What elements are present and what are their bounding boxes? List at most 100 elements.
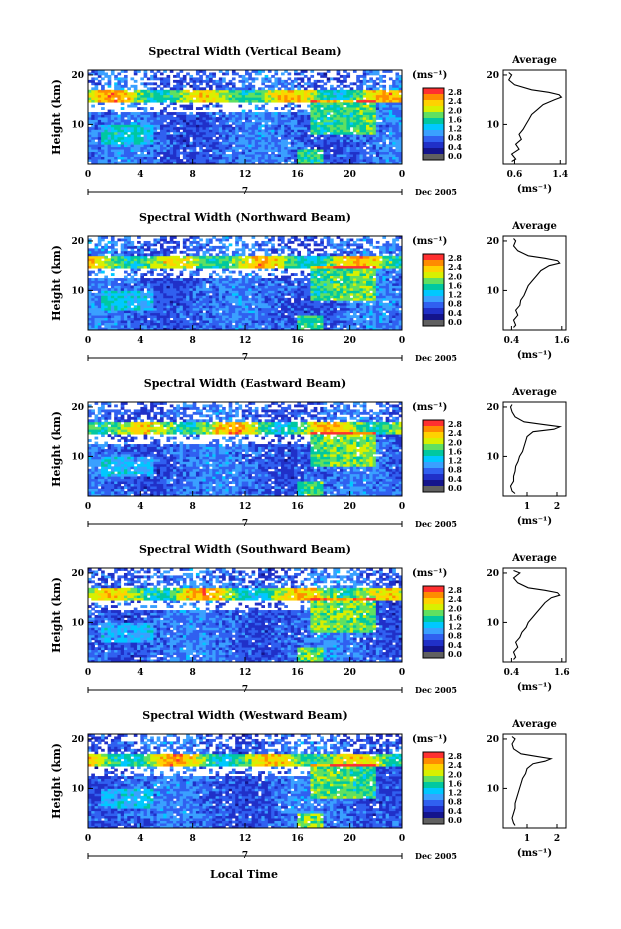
colorbar-swatch [423,480,444,487]
colorbar-swatch [423,486,444,493]
y-tick-label: 10 [71,286,84,296]
day-label: 7 [242,851,248,861]
colorbar-swatch [423,308,444,315]
colorbar-tick-label: 1.6 [448,280,462,290]
date-label: Dec 2005 [415,353,457,363]
average-profile: Average 20 10 0.4 1.6(ms⁻¹) [486,221,569,361]
average-line [509,404,563,494]
y-axis-label: Height (km) [50,411,63,487]
x-tick-label: 8 [190,834,196,844]
x-tick-label: 20 [343,336,356,346]
average-y-tick-label: 20 [486,569,499,579]
colorbar-swatch [423,314,444,321]
x-tick-label: 20 [343,668,356,678]
average-frame [502,69,567,165]
colorbar-swatch [423,622,444,629]
average-y-tick-label: 10 [486,784,499,794]
day-label: 7 [242,519,248,529]
average-profile: Average 20 10 0.4 1.6(ms⁻¹) [486,553,569,693]
colorbar-swatch [423,118,444,125]
date-label: Dec 2005 [415,187,457,197]
average-unit: (ms⁻¹) [517,848,552,859]
colorbar-tick-label: 2.8 [448,419,462,429]
average-y-tick-label: 10 [486,286,499,296]
colorbar-swatch [423,758,444,765]
colorbar-tick-label: 0.0 [448,649,462,659]
colorbar-swatch [423,302,444,309]
colorbar-swatch [423,592,444,599]
colorbar-frame [422,253,445,327]
average-x-tick-label: 1.6 [554,336,570,346]
average-x-tick-label: 1.4 [552,170,568,180]
y-axis-label: Height (km) [50,245,63,321]
average-x-tick-label: 1 [524,502,530,512]
date-label: Dec 2005 [415,519,457,529]
colorbar-swatch [423,456,444,463]
average-profile: Average 20 10 0.6 1.4(ms⁻¹) [486,55,568,195]
colorbar-swatch [423,586,444,593]
colorbar-swatch [423,818,444,825]
colorbar-tick-label: 1.2 [448,290,462,300]
colorbar-tick-label: 2.4 [448,262,462,272]
x-tick-label: 4 [137,668,143,678]
x-tick-label: 8 [190,668,196,678]
colorbar-tick-label: 1.6 [448,446,462,456]
x-tick-label: 0 [85,668,91,678]
colorbar-unit: (ms⁻¹) [412,236,447,247]
y-axis-label: Height (km) [50,577,63,653]
y-tick-label: 10 [71,784,84,794]
beam-panel-4: Spectral Width (Southward Beam) 20 10 Heigh… [50,543,570,695]
average-unit: (ms⁻¹) [517,682,552,693]
colorbar-swatch [423,100,444,107]
colorbar-tick-label: 2.4 [448,428,462,438]
colorbar-tick-label: 2.0 [448,603,462,613]
colorbar-swatch [423,278,444,285]
colorbar-tick-label: 2.0 [448,437,462,447]
colorbar-swatch [423,260,444,267]
colorbar-swatch [423,610,444,617]
colorbar-swatch [423,320,444,327]
colorbar-tick-label: 2.0 [448,105,462,115]
colorbar-swatch [423,800,444,807]
colorbar-frame [422,419,445,493]
colorbar-tick-label: 0.8 [448,299,462,309]
y-tick-label: 10 [71,618,84,628]
colorbar-unit: (ms⁻¹) [412,402,447,413]
y-tick-label: 10 [71,120,84,130]
x-tick-label: 20 [343,502,356,512]
average-x-tick-label: 0.4 [504,668,520,678]
colorbar-swatch [423,438,444,445]
average-line [507,72,563,162]
x-tick-label: 16 [291,170,304,180]
average-title: Average [511,387,557,398]
colorbar-tick-label: 0.4 [448,474,462,484]
x-tick-label: 0 [399,668,405,678]
colorbar-swatch [423,112,444,119]
colorbar-frame [422,585,445,659]
colorbar-swatch [423,148,444,155]
x-tick-label: 16 [291,834,304,844]
average-profile: Average 20 10 1 2(ms⁻¹) [486,387,567,527]
colorbar-swatch [423,432,444,439]
colorbar-swatch [423,794,444,801]
colorbar-swatch [423,462,444,469]
colorbar-swatch [423,142,444,149]
colorbar-swatch [423,812,444,819]
average-y-tick-label: 20 [486,735,499,745]
colorbar-swatch [423,634,444,641]
beam-panel-2: Spectral Width (Northward Beam) 20 10 Heigh… [50,211,570,363]
colorbar-swatch [423,426,444,433]
colorbar-tick-label: 1.6 [448,778,462,788]
average-frame [502,733,567,829]
colorbar-tick-label: 2.8 [448,585,462,595]
average-y-tick-label: 10 [486,452,499,462]
colorbar-frame [422,751,445,825]
colorbar-tick-label: 0.8 [448,465,462,475]
colorbar: (ms⁻¹)2.82.42.01.61.20.80.40.0 [412,236,462,327]
x-tick-label: 12 [239,170,252,180]
average-y-tick-label: 10 [486,618,499,628]
colorbar-tick-label: 0.8 [448,133,462,143]
colorbar-tick-label: 2.0 [448,271,462,281]
average-y-tick-label: 20 [486,403,499,413]
colorbar-swatch [423,94,444,101]
